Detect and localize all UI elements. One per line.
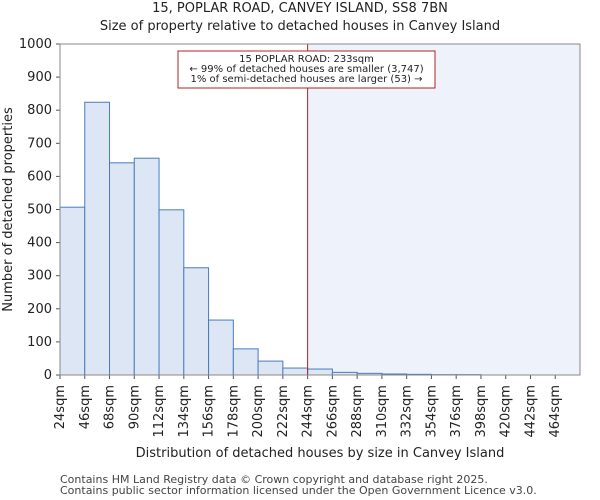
bar-222sqm	[282, 367, 309, 376]
bar-134sqm	[183, 267, 210, 376]
y-tick-label: 100	[27, 335, 52, 350]
bar-200sqm	[257, 360, 284, 376]
y-tick-label: 0	[44, 368, 52, 383]
x-tick-label: 200sqm	[251, 385, 266, 438]
y-tick-label: 300	[27, 269, 52, 284]
x-axis-label: Distribution of detached houses by size …	[136, 446, 505, 461]
x-tick-label: 288sqm	[350, 385, 365, 438]
x-tick-label: 90sqm	[127, 385, 142, 429]
x-tick-label: 222sqm	[276, 385, 291, 438]
x-tick-label: 310sqm	[375, 385, 390, 438]
x-tick-label: 46sqm	[78, 385, 93, 429]
x-tick-label: 376sqm	[449, 385, 464, 438]
y-tick-label: 600	[27, 169, 52, 184]
chart-subtitle: Size of property relative to detached ho…	[99, 19, 501, 34]
bar-90sqm	[133, 157, 160, 376]
bar-178sqm	[232, 348, 259, 376]
annotation-line-1: 15 POPLAR ROAD: 233sqm	[239, 54, 374, 65]
bar-24sqm	[59, 206, 86, 376]
bar-68sqm	[109, 162, 135, 376]
plot-frame	[59, 43, 581, 376]
footer-licence: Contains public sector information licen…	[60, 484, 537, 497]
x-tick-label: 420sqm	[499, 385, 514, 438]
marker-annotation: 15 POPLAR ROAD: 233sqm ← 99% of detached…	[177, 50, 436, 89]
annotation-line-2: ← 99% of detached houses are smaller (3,…	[189, 64, 423, 75]
bar-112sqm	[158, 209, 185, 376]
x-tick-label: 354sqm	[424, 385, 439, 438]
chart-title: 15, POPLAR ROAD, CANVEY ISLAND, SS8 7BN	[152, 1, 448, 16]
y-axis-label: Number of detached properties	[1, 107, 16, 312]
y-tick-label: 500	[27, 203, 52, 218]
bar-244sqm	[307, 368, 333, 376]
x-tick-label: 112sqm	[152, 385, 167, 438]
x-tick-label: 68sqm	[103, 385, 118, 429]
x-tick-label: 332sqm	[400, 385, 415, 438]
bar-46sqm	[84, 101, 111, 376]
annotation-line-3: 1% of semi-detached houses are larger (5…	[190, 74, 422, 85]
annotation-box	[177, 50, 436, 89]
y-tick-label: 800	[27, 103, 52, 118]
x-tick-label: 156sqm	[202, 385, 217, 438]
y-axis-ticks: 0 100 200 300 400 500 600 700 800 900 1000	[19, 37, 60, 383]
x-tick-label: 266sqm	[325, 385, 340, 438]
highlight-region	[307, 44, 580, 375]
bar-156sqm	[208, 319, 234, 376]
x-tick-label: 178sqm	[226, 385, 241, 438]
x-tick-label: 464sqm	[548, 385, 563, 438]
y-tick-label: 900	[27, 70, 52, 85]
footer-copyright: Contains HM Land Registry data © Crown c…	[60, 473, 488, 486]
y-tick-label: 200	[27, 302, 52, 317]
x-tick-label: 134sqm	[177, 385, 192, 438]
bars-group	[59, 101, 482, 376]
x-tick-label: 442sqm	[523, 385, 538, 438]
x-axis-ticks: 24sqm 46sqm 68sqm 90sqm 112sqm 134sqm 156sqm 17…	[53, 375, 563, 438]
y-tick-label: 1000	[19, 37, 52, 52]
x-tick-label: 398sqm	[474, 385, 489, 438]
y-tick-label: 400	[27, 236, 52, 251]
y-tick-label: 700	[27, 136, 52, 151]
x-tick-label: 244sqm	[301, 385, 316, 438]
x-tick-label: 24sqm	[53, 385, 68, 429]
